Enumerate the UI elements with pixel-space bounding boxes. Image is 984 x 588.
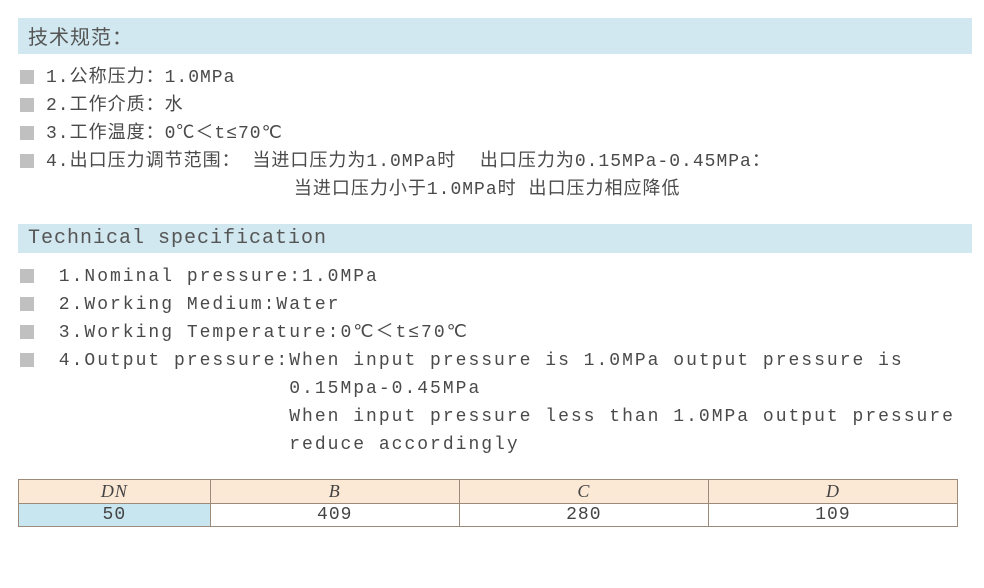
cell-b: 409 [210,504,459,527]
spec-text: 3.工作温度：0℃＜t≤70℃ [46,120,972,148]
bullet-icon [20,126,34,140]
bullet-icon [20,70,34,84]
bullet-icon [20,297,34,311]
col-d: D [708,480,957,504]
spec-line: 当进口压力小于1.0MPa时 出口压力相应降低 [18,176,972,204]
table-header-row: DN B C D [19,480,958,504]
spec-text: 4.出口压力调节范围： 当进口压力为1.0MPa时 出口压力为0.15MPa-0… [46,148,972,176]
bullet-spacer [20,381,34,395]
spec-text: 1.Nominal pressure:1.0MPa [46,263,972,291]
dimensions-table: DN B C D 50 409 280 109 [18,479,958,527]
bullet-icon [20,325,34,339]
bullet-icon [20,154,34,168]
col-b: B [210,480,459,504]
section-header-en: Technical specification [18,224,972,253]
spec-text: 0.15Mpa-0.45MPa [46,375,972,403]
spec-text: 4.Output pressure:When input pressure is… [46,347,972,375]
bullet-spacer [20,437,34,451]
spec-line: 4.出口压力调节范围： 当进口压力为1.0MPa时 出口压力为0.15MPa-0… [18,148,972,176]
specs-cn-block: 1.公称压力：1.0MPa2.工作介质：水3.工作温度：0℃＜t≤70℃4.出口… [18,64,972,204]
bullet-icon [20,353,34,367]
spec-line: 0.15Mpa-0.45MPa [18,375,972,403]
spec-text: 当进口压力小于1.0MPa时 出口压力相应降低 [46,176,972,204]
table-row: 50 409 280 109 [19,504,958,527]
spec-line: 2.工作介质：水 [18,92,972,120]
spec-line: 2.Working Medium:Water [18,291,972,319]
cell-dn: 50 [19,504,211,527]
bullet-icon [20,98,34,112]
bullet-spacer [20,182,34,196]
cell-d: 109 [708,504,957,527]
spec-line: reduce accordingly [18,431,972,459]
spec-line: When input pressure less than 1.0MPa out… [18,403,972,431]
spec-line: 3.Working Temperature:0℃＜t≤70℃ [18,319,972,347]
section-header-cn: 技术规范： [18,18,972,54]
spec-line: 1.公称压力：1.0MPa [18,64,972,92]
col-dn: DN [19,480,211,504]
spec-line: 4.Output pressure:When input pressure is… [18,347,972,375]
spec-text: When input pressure less than 1.0MPa out… [46,403,972,431]
spec-text: 2.Working Medium:Water [46,291,972,319]
spec-text: 1.公称压力：1.0MPa [46,64,972,92]
cell-c: 280 [459,504,708,527]
spec-text: reduce accordingly [46,431,972,459]
spec-text: 3.Working Temperature:0℃＜t≤70℃ [46,319,972,347]
bullet-icon [20,269,34,283]
spec-text: 2.工作介质：水 [46,92,972,120]
spec-line: 3.工作温度：0℃＜t≤70℃ [18,120,972,148]
col-c: C [459,480,708,504]
bullet-spacer [20,409,34,423]
specs-en-block: 1.Nominal pressure:1.0MPa 2.Working Medi… [18,263,972,459]
spec-line: 1.Nominal pressure:1.0MPa [18,263,972,291]
